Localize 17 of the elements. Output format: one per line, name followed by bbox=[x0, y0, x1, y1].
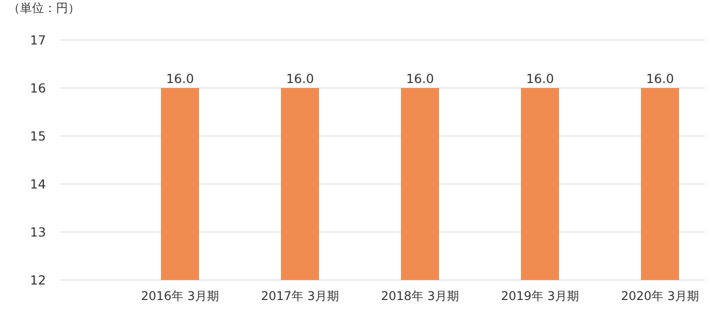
y-tick-label: 17 bbox=[30, 32, 46, 48]
y-tick-label: 14 bbox=[30, 176, 46, 192]
x-tick-label: 2020年 3月期 bbox=[621, 289, 699, 303]
x-tick-label: 2018年 3月期 bbox=[381, 289, 459, 303]
data-label: 16.0 bbox=[166, 71, 194, 86]
x-tick-label: 2017年 3月期 bbox=[261, 289, 339, 303]
x-tick-label: 2016年 3月期 bbox=[141, 289, 219, 303]
y-tick-label: 12 bbox=[30, 272, 46, 288]
y-tick-label: 16 bbox=[30, 80, 46, 96]
data-label: 16.0 bbox=[406, 71, 434, 86]
y-tick-label: 13 bbox=[30, 224, 46, 240]
data-label: 16.0 bbox=[526, 71, 554, 86]
y-tick-label: 15 bbox=[30, 128, 46, 144]
x-tick-label: 2019年 3月期 bbox=[501, 289, 579, 303]
data-label: 16.0 bbox=[286, 71, 314, 86]
y-axis-title: （単位：円） bbox=[8, 1, 80, 15]
data-label: 16.0 bbox=[646, 71, 674, 86]
